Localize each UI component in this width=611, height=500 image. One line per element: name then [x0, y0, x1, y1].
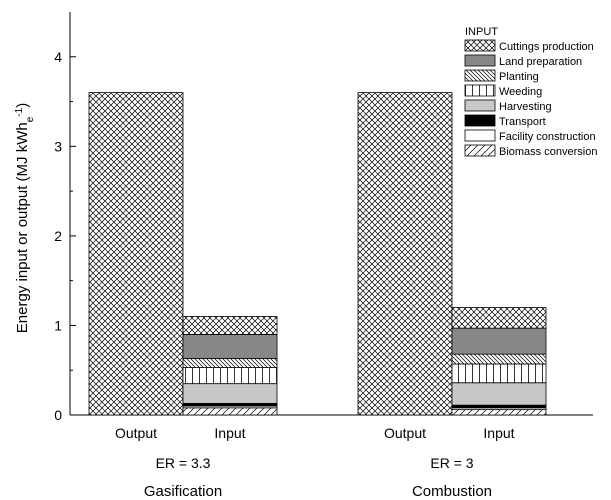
legend-swatch [464, 84, 496, 97]
legend-item-label: Biomass conversion [499, 146, 597, 158]
bar-segment [182, 358, 278, 368]
legend-item-label: Cuttings production [499, 41, 594, 53]
bar-segment [182, 383, 278, 404]
legend-swatch [464, 144, 496, 157]
group-label: Gasification [144, 483, 222, 500]
bar-segment [451, 307, 547, 329]
bar-segment [182, 407, 278, 416]
bar-segment [88, 92, 184, 416]
bar-segment [451, 363, 547, 384]
y-tick-label: 1 [54, 317, 62, 333]
legend-item-label: Facility construction [499, 131, 596, 143]
legend-swatch [464, 54, 496, 67]
y-tick-label: 4 [54, 49, 62, 65]
y-tick-label: 0 [54, 407, 62, 423]
legend-swatch [464, 129, 496, 142]
legend-item-label: Weeding [499, 86, 542, 98]
legend-swatch [464, 39, 496, 52]
bar-segment [451, 404, 547, 409]
y-axis-label-sub: e [25, 116, 36, 122]
legend-swatch [464, 99, 496, 112]
bar-segment [182, 402, 278, 407]
y-axis-label-close: ) [14, 103, 31, 108]
legend-item-label: Planting [499, 71, 539, 83]
y-axis-label-sup: -1 [14, 107, 25, 116]
y-tick-label: 3 [54, 138, 62, 154]
bars [88, 92, 547, 416]
er-label: ER = 3 [430, 455, 473, 471]
bar-segment [451, 327, 547, 355]
bar-label: Output [384, 425, 426, 441]
legend-item-label: Harvesting [499, 101, 552, 113]
y-tick-label: 2 [54, 228, 62, 244]
bar-segment [182, 333, 278, 359]
legend-item-label: Land preparation [499, 56, 582, 68]
legend-swatch [464, 69, 496, 82]
y-axis-label: Energy input or output (MJ kWhe-1) [14, 103, 36, 333]
legend-swatch [464, 114, 496, 127]
bar-label: Input [214, 425, 245, 441]
bar-segment [451, 382, 547, 406]
bar-label: Input [483, 425, 514, 441]
bar-label: Output [115, 425, 157, 441]
bar-segment [357, 92, 453, 416]
bar-segment [182, 367, 278, 385]
group-label: Combustion [412, 483, 492, 500]
bar-segment [182, 316, 278, 335]
y-axis-label-main: Energy input or output (MJ kWh [14, 122, 31, 333]
legend-item-label: Transport [499, 116, 546, 128]
bar-segment [451, 353, 547, 365]
legend-title: INPUT [465, 26, 498, 38]
er-label: ER = 3.3 [156, 455, 211, 471]
bar-segment [451, 409, 547, 416]
